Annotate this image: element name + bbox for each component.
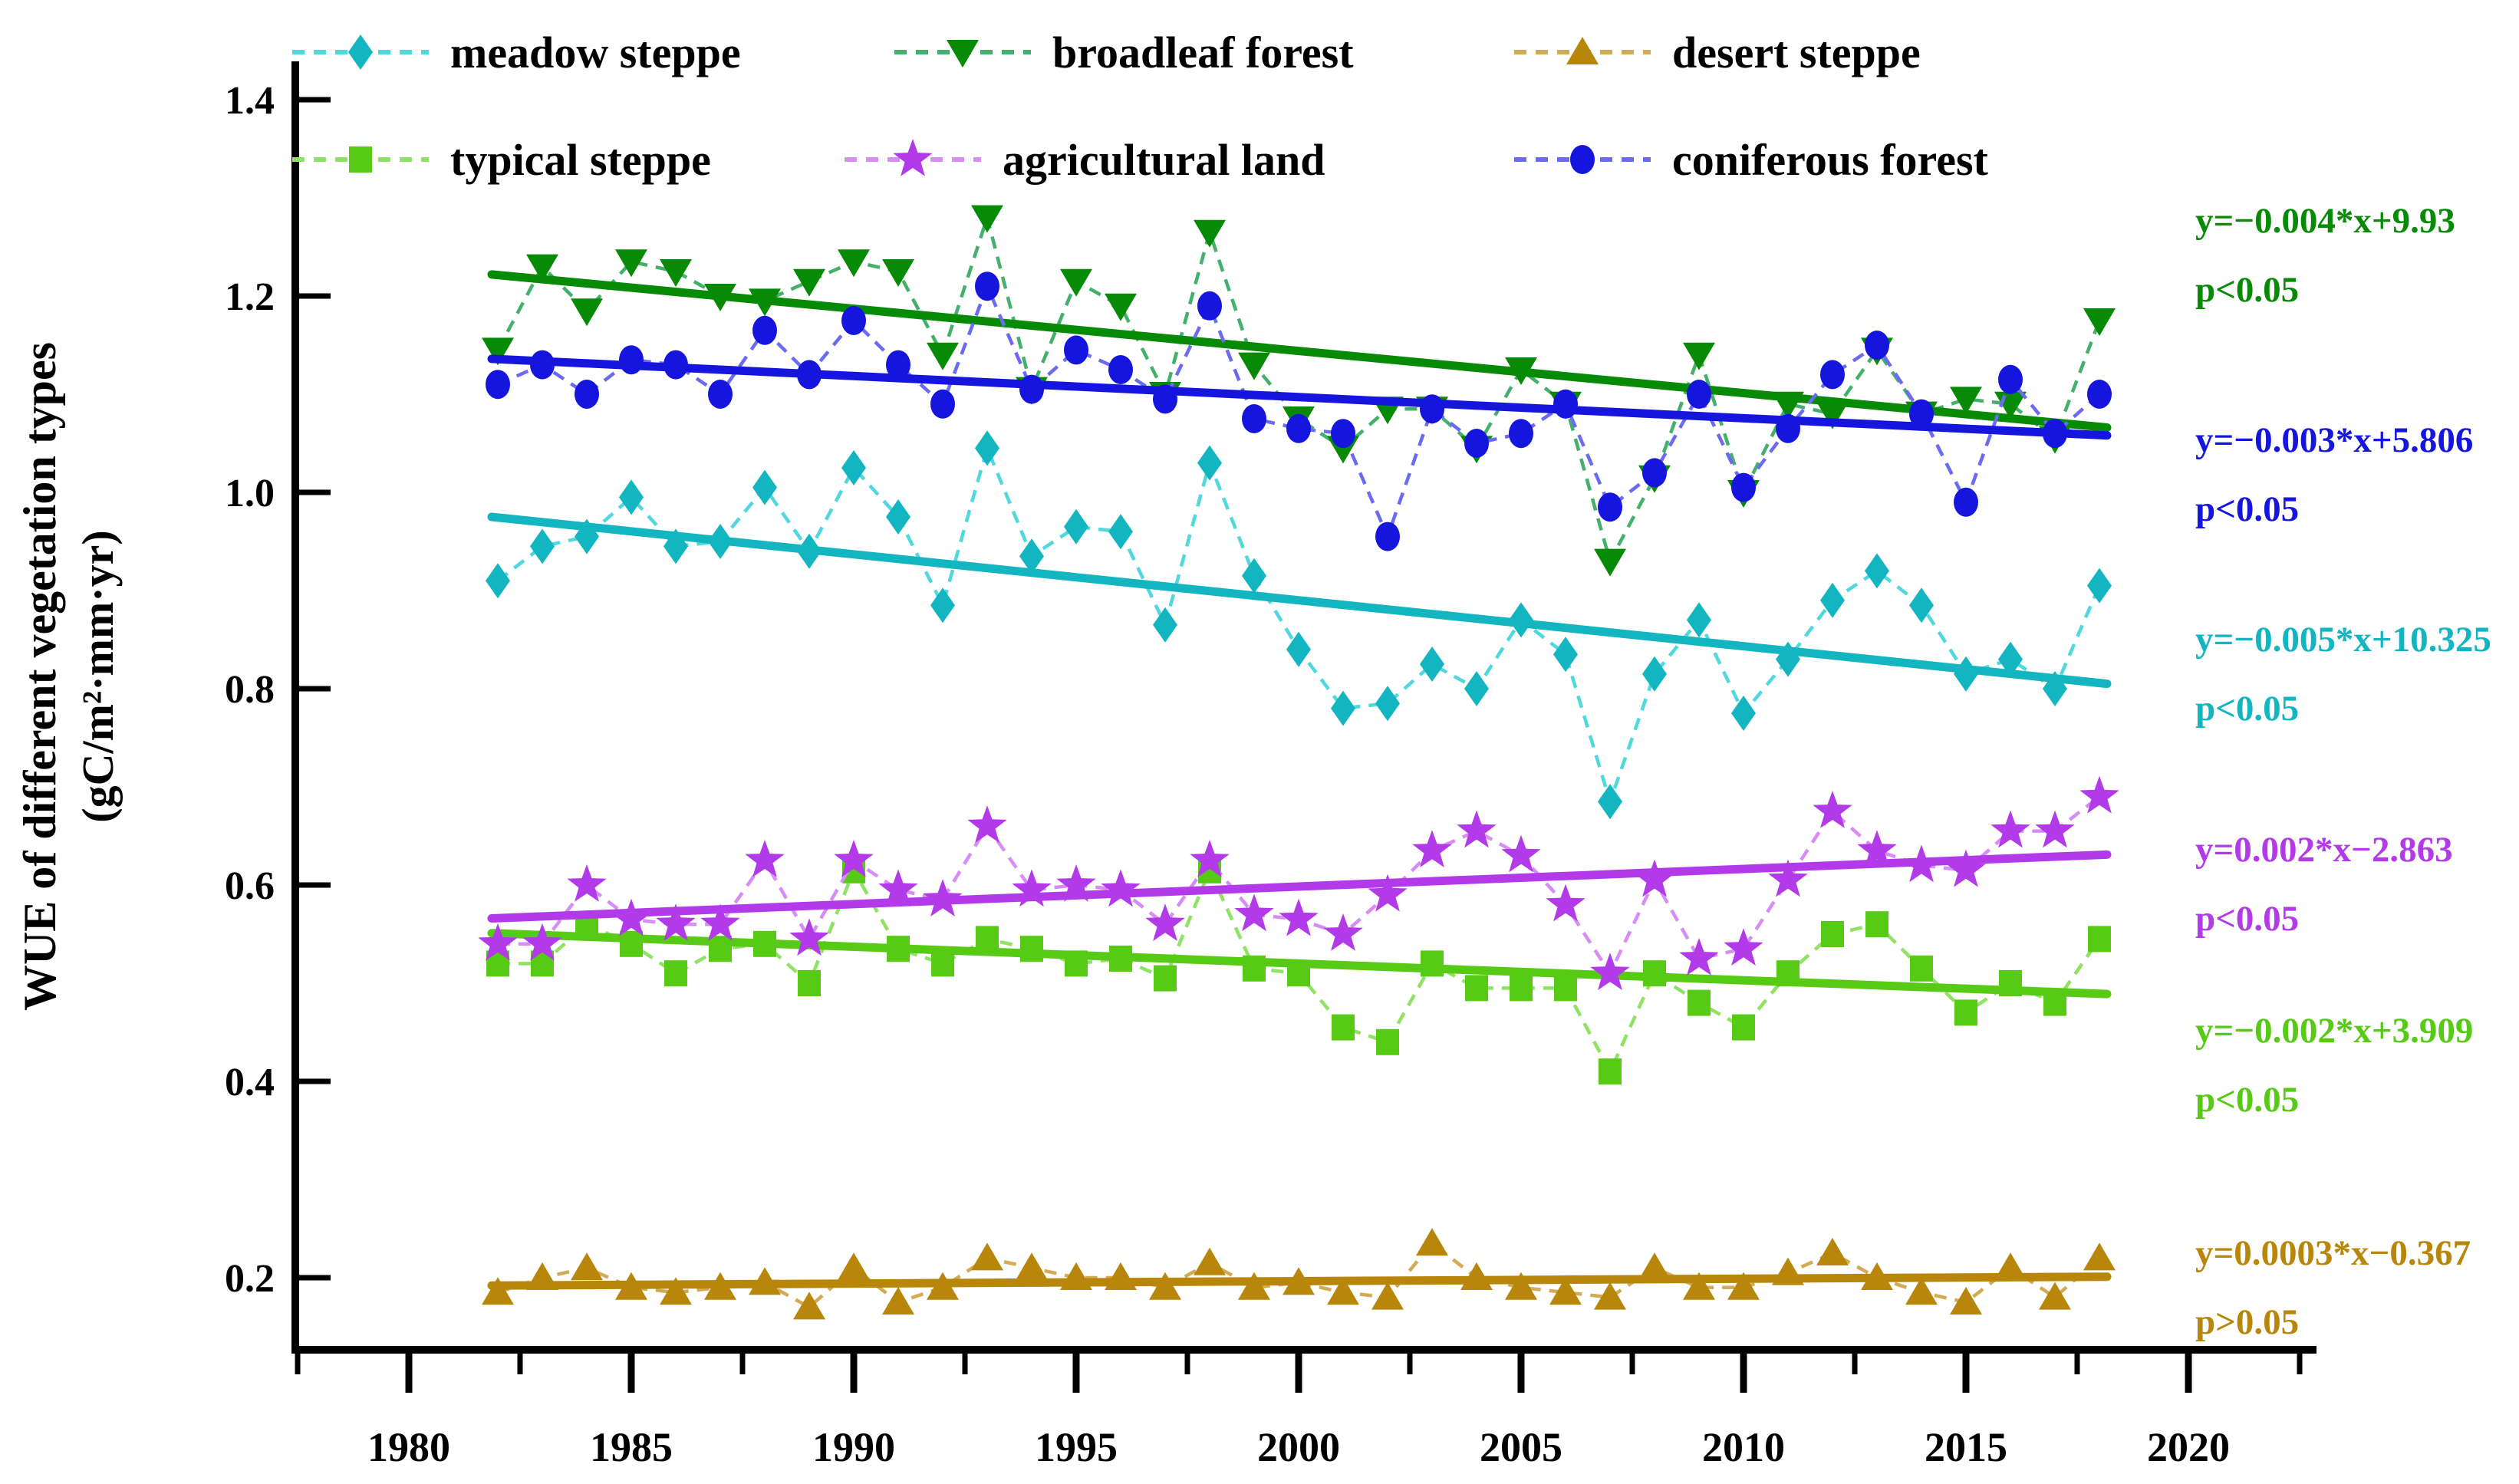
x-tick-label: 2000 bbox=[1257, 1424, 1340, 1470]
series-desert_steppe bbox=[482, 1228, 2116, 1320]
equation-text: y=−0.004*x+9.93 bbox=[2195, 201, 2455, 241]
y-axis-title-line2: (gC/m²·mm·yr) bbox=[73, 530, 123, 823]
x-tick-label: 2020 bbox=[2147, 1424, 2230, 1470]
typical-steppe-marker-icon bbox=[288, 125, 433, 194]
equation-text: y=0.002*x−2.863 bbox=[2195, 830, 2453, 870]
equation-coniferous-forest: y=−0.003*x+5.806 p<0.05 bbox=[2195, 420, 2473, 529]
agricultural-land-marker-icon bbox=[840, 125, 986, 194]
legend-item-broadleaf-forest: broadleaf forest bbox=[890, 17, 1354, 87]
desert-steppe-marker-icon bbox=[1510, 18, 1655, 87]
trend-line bbox=[487, 270, 2112, 433]
x-tick-label: 2010 bbox=[1702, 1424, 1785, 1470]
legend-item-meadow-steppe: meadow steppe bbox=[288, 17, 741, 87]
trend-line bbox=[487, 354, 2112, 440]
y-tick-label: 1.2 bbox=[225, 275, 275, 319]
y-tick-label: 1.4 bbox=[225, 79, 275, 123]
series-line bbox=[496, 211, 2102, 566]
equation-broadleaf-forest: y=−0.004*x+9.93 p<0.05 bbox=[2195, 201, 2455, 310]
equation-text: y=−0.005*x+10.325 bbox=[2195, 620, 2491, 660]
equation-agricultural-land: y=0.002*x−2.863 p<0.05 bbox=[2195, 830, 2453, 939]
legend-label: typical steppe bbox=[450, 134, 711, 185]
p-value-text: p<0.05 bbox=[2195, 489, 2300, 529]
y-tick-label: 1.0 bbox=[225, 472, 275, 515]
legend-item-agricultural-land: agricultural land bbox=[840, 124, 1325, 195]
p-value-text: p<0.05 bbox=[2195, 689, 2300, 729]
broadleaf-forest-marker-icon bbox=[890, 18, 1036, 87]
x-tick-label: 1995 bbox=[1035, 1424, 1118, 1470]
p-value-text: p<0.05 bbox=[2195, 270, 2300, 310]
equation-text: y=−0.003*x+5.806 bbox=[2195, 420, 2474, 460]
y-tick-label: 0.2 bbox=[225, 1257, 275, 1301]
y-tick-label: 0.6 bbox=[225, 864, 275, 908]
x-tick-label: 2015 bbox=[1925, 1424, 2007, 1470]
trend-line bbox=[487, 512, 2112, 689]
x-tick-label: 1990 bbox=[812, 1424, 895, 1470]
p-value-text: p<0.05 bbox=[2195, 899, 2300, 939]
trend-line bbox=[487, 850, 2112, 923]
series-agricultural_land bbox=[478, 775, 2119, 990]
legend-label: desert steppe bbox=[1672, 27, 1921, 77]
x-tick-label: 1980 bbox=[367, 1424, 450, 1470]
equation-desert-steppe: y=0.0003*x−0.367 p>0.05 bbox=[2195, 1233, 2471, 1342]
legend-label: broadleaf forest bbox=[1052, 27, 1354, 77]
equation-text: y=0.0003*x−0.367 bbox=[2195, 1233, 2471, 1273]
legend-item-desert-steppe: desert steppe bbox=[1510, 17, 1921, 87]
series-typical_steppe bbox=[486, 857, 2112, 1085]
legend-item-typical-steppe: typical steppe bbox=[288, 124, 711, 195]
legend-label: meadow steppe bbox=[450, 27, 741, 77]
legend-label: coniferous forest bbox=[1672, 134, 1988, 185]
series-coniferous_forest bbox=[486, 271, 2112, 551]
x-tick-label: 2005 bbox=[1480, 1424, 1562, 1470]
legend-item-coniferous-forest: coniferous forest bbox=[1510, 124, 1988, 195]
legend-label: agricultural land bbox=[1003, 134, 1325, 185]
y-tick-label: 0.8 bbox=[225, 668, 275, 712]
p-value-text: p>0.05 bbox=[2195, 1302, 2300, 1342]
meadow-steppe-marker-icon bbox=[288, 18, 433, 87]
p-value-text: p<0.05 bbox=[2195, 1080, 2300, 1120]
equation-meadow-steppe: y=−0.005*x+10.325 p<0.05 bbox=[2195, 620, 2491, 729]
equation-typical-steppe: y=−0.002*x+3.909 p<0.05 bbox=[2195, 1011, 2473, 1120]
y-axis-title-line1: WUE of different vegetation types bbox=[15, 341, 65, 1012]
series-line bbox=[496, 443, 2102, 808]
x-tick-label: 1985 bbox=[590, 1424, 673, 1470]
series-meadow_steppe bbox=[486, 430, 2112, 820]
y-tick-label: 0.4 bbox=[225, 1061, 275, 1104]
coniferous-forest-marker-icon bbox=[1510, 125, 1655, 194]
equation-text: y=−0.002*x+3.909 bbox=[2195, 1011, 2474, 1051]
